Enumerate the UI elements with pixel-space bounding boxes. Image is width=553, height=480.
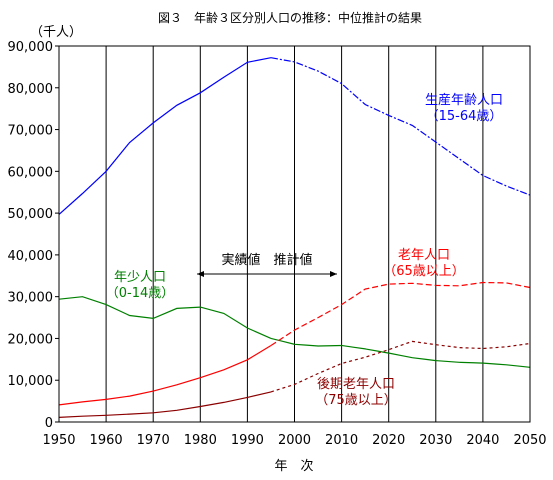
series-line-elderly-estimate [270,281,531,347]
x-tick-label: 1960 [90,433,123,448]
y-tick-label: 60,000 [8,165,54,180]
x-tick-label: 2050 [513,433,546,448]
x-tick-label: 2000 [278,433,311,448]
series-labels: 生産年齢人口（15-64歳） 年少人口（0-14歳） 老年人口（65歳以上） 後期老年… [106,92,503,408]
series-line-working-estimate [270,57,531,196]
chart-title: 図３ 年齢３区分別人口の推移：中位推計の結果 [158,10,422,25]
x-tick-label: 2020 [372,433,405,448]
series-line-elderly-actual [58,344,272,406]
y-tick-label: 90,000 [8,40,54,55]
series-line-youth-actual [58,296,272,339]
series-label-elderly: 老年人口 [398,248,450,263]
axes: 1950 1960 1970 1980 1990 2000 2010 2020 2030 2040… [8,40,547,448]
y-tick-label: 70,000 [8,124,54,139]
y-tick-label: 20,000 [8,332,54,347]
x-tick-label: 1990 [231,433,264,448]
x-tick-label: 2010 [325,433,358,448]
series-sublabel-elderly: （65歳以上） [383,264,465,279]
series-line-late-elderly-actual [58,391,272,418]
y-axis-label: （千人） [30,25,82,40]
series-sublabel-late-elderly: （75歳以上） [315,393,397,408]
divider-arrow-left-head [197,271,204,277]
y-tick-label: 40,000 [8,249,54,264]
x-tick-label: 2040 [466,433,499,448]
series-label-youth: 年少人口 [114,270,166,285]
x-tick-label: 1980 [184,433,217,448]
series-sublabel-youth: （0-14歳） [106,286,175,301]
series-label-late-elderly: 後期老年人口 [317,377,395,392]
y-tick-label: 50,000 [8,207,54,222]
x-tick-label: 2030 [419,433,452,448]
y-tick-label: 10,000 [8,374,54,389]
divider-label: 実績値 推計値 [221,252,312,268]
actual-estimate-divider: 実績値 推計値 [197,252,337,277]
x-tick-label: 1950 [42,433,75,448]
x-tick-label: 1970 [137,433,170,448]
series-line-late-elderly-estimate [270,340,531,393]
series-lines [58,57,531,418]
series-label-working: 生産年齢人口 [425,92,503,108]
plot-frame [58,45,531,423]
y-tick-label: 30,000 [8,291,54,306]
y-tick-label: 80,000 [8,82,54,97]
series-line-working-actual [58,57,272,215]
series-sublabel-working: （15-64歳） [426,109,503,124]
x-axis-label: 年 次 [274,458,313,474]
y-tick-label: 0 [45,416,53,431]
divider-arrow-right-head [330,271,337,277]
series-line-youth-estimate [270,337,531,368]
